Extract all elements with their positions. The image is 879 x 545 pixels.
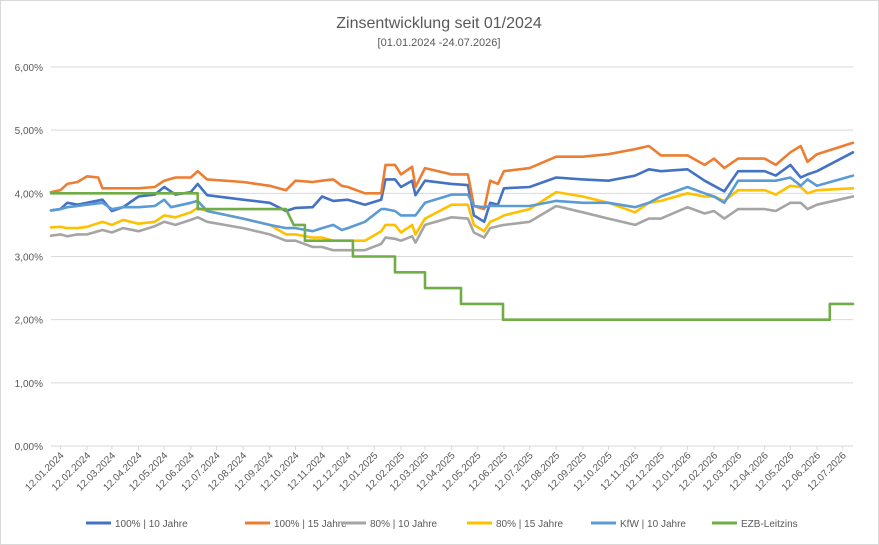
- series-line-6: [49, 192, 855, 322]
- legend-label: 80% | 10 Jahre: [370, 519, 438, 530]
- y-tick-label: 0,00%: [15, 442, 43, 453]
- series-line-5: [49, 174, 855, 233]
- y-tick-label: 5,00%: [15, 126, 43, 137]
- y-tick-label: 1,00%: [15, 379, 43, 390]
- legend-label: 100% | 10 Jahre: [115, 519, 188, 530]
- legend-label: EZB-Leitzins: [741, 519, 798, 530]
- series-line-2: [49, 141, 855, 211]
- legend-label: 80% | 15 Jahre: [496, 519, 564, 530]
- series-line-3: [49, 195, 855, 252]
- y-tick-label: 4,00%: [15, 189, 43, 200]
- legend: 100% | 10 Jahre 100% | 15 Jahre 80% | 10 J…: [86, 519, 798, 530]
- y-tick-label: 6,00%: [15, 63, 43, 74]
- legend-label: KfW | 10 Jahre: [620, 519, 686, 530]
- y-tick-label: 3,00%: [15, 253, 43, 264]
- x-axis-ticks: 12.01.202412.02.202412.03.202412.04.2024…: [23, 446, 849, 494]
- chart-subtitle: [01.01.2024 -24.07.2026]: [378, 37, 501, 49]
- series-lines: [49, 141, 855, 322]
- chart-title: Zinsentwicklung seit 01/2024: [336, 15, 542, 32]
- y-tick-label: 2,00%: [15, 316, 43, 327]
- legend-label: 100% | 15 Jahre: [274, 519, 347, 530]
- y-axis-ticks: 0,00% 1,00% 2,00% 3,00% 4,00% 5,00% 6,00%: [15, 63, 43, 453]
- gridlines: [51, 66, 853, 447]
